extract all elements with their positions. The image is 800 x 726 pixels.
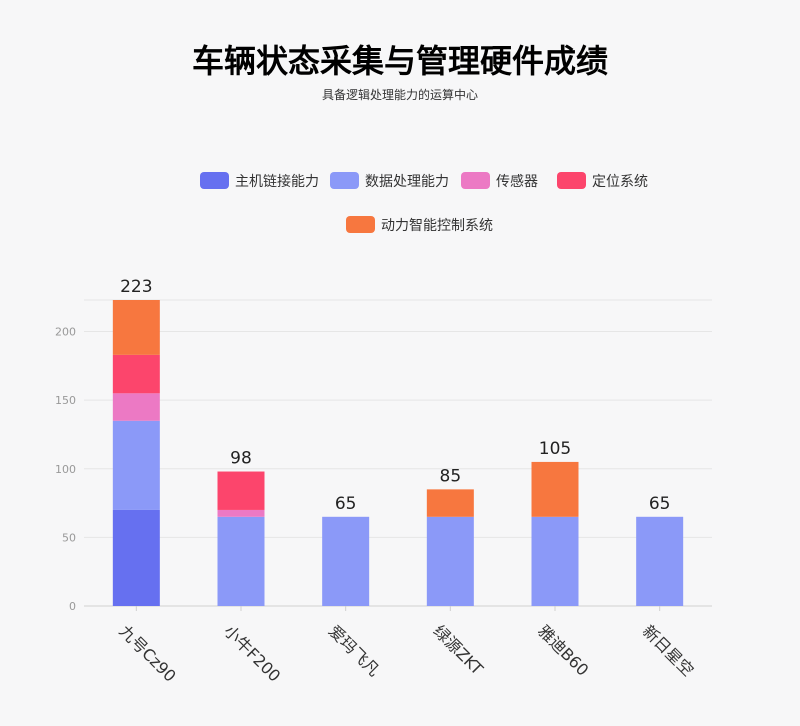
y-tick-label: 150 (55, 394, 76, 407)
bar-segment[interactable] (112, 509, 160, 606)
x-category-label: 九号Cz90 (116, 621, 180, 685)
legend-swatch (330, 172, 359, 189)
bar-segment[interactable] (217, 471, 265, 510)
bar-segment[interactable] (322, 516, 370, 606)
legend-swatch (200, 172, 229, 189)
bar-segment[interactable] (112, 300, 160, 355)
bar-segment[interactable] (426, 489, 474, 517)
bar-segment[interactable] (531, 516, 579, 606)
y-tick-label: 50 (62, 531, 76, 544)
x-category-label: 小牛F200 (220, 621, 284, 685)
bars (112, 300, 684, 606)
bar-total-label: 105 (539, 439, 571, 459)
x-category-label: 绿源ZKT (430, 621, 487, 678)
legend-label: 传感器 (496, 173, 538, 190)
bar-total-label: 65 (649, 494, 671, 514)
bar-segment[interactable] (531, 461, 579, 517)
bar-segment[interactable] (426, 516, 474, 606)
bar-segment[interactable] (112, 420, 160, 510)
legend-swatch (461, 172, 490, 189)
legend-item-1[interactable]: 数据处理能力 (330, 172, 449, 190)
y-tick-label: 200 (55, 326, 76, 339)
legend-item-2[interactable]: 传感器 (461, 172, 538, 190)
chart-subtitle: 具备逻辑处理能力的运算中心 (321, 88, 478, 102)
legend-label: 数据处理能力 (365, 174, 449, 190)
bar-total-label: 65 (335, 494, 357, 514)
legend-swatch (557, 172, 586, 189)
bar-segment[interactable] (636, 516, 684, 606)
bar-segment[interactable] (112, 354, 160, 394)
bar-segment[interactable] (217, 509, 265, 517)
legend-label: 定位系统 (592, 174, 648, 190)
bar-total-label: 85 (440, 466, 462, 486)
x-axis: 九号Cz90 小牛F200 爱玛飞凡 绿源ZKT 雅迪B60 新日星空 (116, 606, 698, 686)
y-tick-label: 0 (69, 600, 76, 613)
chart-title: 车辆状态采集与管理硬件成绩 (191, 42, 608, 80)
legend-label: 动力智能控制系统 (381, 218, 493, 234)
x-category-label: 新日星空 (639, 621, 698, 680)
legend-label: 主机链接能力 (235, 173, 319, 190)
x-category-label: 爱玛飞凡 (325, 621, 384, 680)
bar-total-label: 223 (120, 277, 152, 297)
legend-item-3[interactable]: 定位系统 (557, 172, 648, 190)
legend-item-0[interactable]: 主机链接能力 (200, 172, 319, 190)
bar-segment[interactable] (217, 516, 265, 606)
y-tick-label: 100 (55, 463, 76, 476)
bar-segment[interactable] (112, 393, 160, 421)
legend-swatch (346, 216, 375, 233)
x-category-label: 雅迪B60 (534, 621, 592, 679)
legend-item-4[interactable]: 动力智能控制系统 (346, 216, 493, 234)
total-labels: 223 98 65 85 105 65 (120, 277, 670, 514)
bar-total-label: 98 (230, 449, 252, 469)
grid-lines (84, 299, 712, 607)
y-axis: 0 50 100 150 200 (55, 326, 76, 613)
